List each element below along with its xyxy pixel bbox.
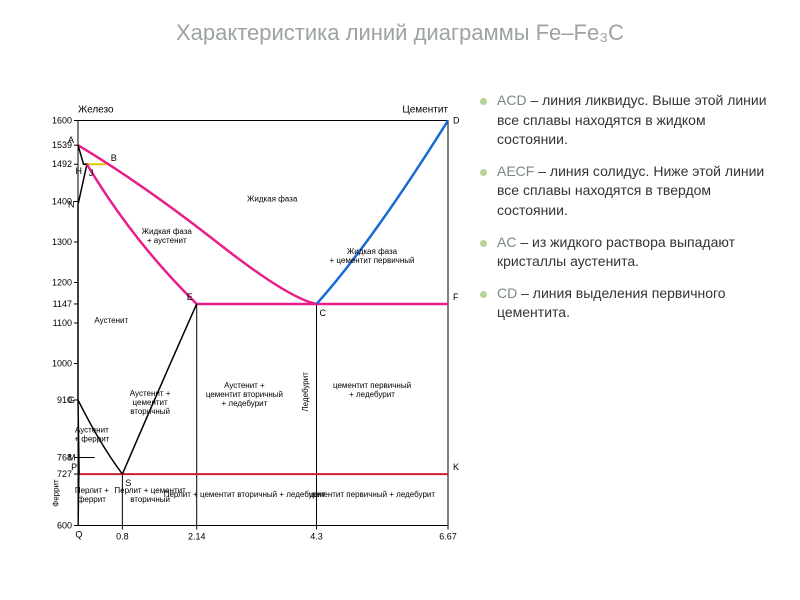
- svg-text:цементит первичный + ледебурит: цементит первичный + ледебурит: [309, 490, 435, 499]
- svg-text:D: D: [453, 116, 460, 126]
- svg-text:600: 600: [57, 521, 72, 531]
- svg-text:Феррит: Феррит: [52, 479, 61, 507]
- svg-text:Перлит +: Перлит +: [75, 486, 109, 495]
- svg-text:F: F: [453, 292, 459, 302]
- svg-text:1200: 1200: [52, 278, 72, 288]
- svg-text:феррит: феррит: [78, 495, 106, 504]
- svg-text:Жидкая фаза: Жидкая фаза: [142, 227, 193, 236]
- svg-text:P: P: [71, 462, 77, 472]
- bullet-dot-icon: [480, 169, 487, 176]
- bullet-list: ACD – линия ликвидус. Выше этой линии вс…: [480, 71, 770, 580]
- svg-text:E: E: [187, 292, 193, 302]
- bullet-key: CD: [497, 285, 517, 301]
- svg-text:Аустенит: Аустенит: [75, 425, 109, 434]
- svg-text:цементит: цементит: [133, 398, 168, 407]
- bullet-dot-icon: [480, 240, 487, 247]
- svg-text:1600: 1600: [52, 116, 72, 126]
- svg-text:+ феррит: + феррит: [74, 434, 109, 443]
- svg-text:Цементит: Цементит: [402, 105, 448, 116]
- svg-text:K: K: [453, 462, 459, 472]
- svg-text:+ аустенит: + аустенит: [147, 236, 187, 245]
- svg-text:+ ледебурит: + ледебурит: [222, 399, 268, 408]
- slide-root: Характеристика линий диаграммы Fe–Fe₃C 6…: [0, 0, 800, 600]
- svg-text:4.3: 4.3: [310, 532, 323, 542]
- svg-text:H: H: [76, 166, 83, 176]
- svg-text:Жидкая фаза: Жидкая фаза: [247, 195, 298, 204]
- svg-text:1300: 1300: [52, 237, 72, 247]
- bullet-text: CD – линия выделения первичного цементит…: [497, 284, 770, 323]
- svg-text:Ледебурит: Ледебурит: [301, 372, 310, 412]
- bullet-dot-icon: [480, 98, 487, 105]
- bullet-key: AECF: [497, 163, 534, 179]
- svg-text:+ ледебурит: + ледебурит: [349, 390, 395, 399]
- svg-text:1000: 1000: [52, 359, 72, 369]
- svg-text:0.8: 0.8: [116, 532, 129, 542]
- svg-text:N: N: [68, 200, 75, 210]
- svg-text:+ цементит первичный: + цементит первичный: [330, 256, 415, 265]
- svg-text:G: G: [68, 395, 75, 405]
- bullet-rest: – линия ликвидус. Выше этой линии все сп…: [497, 92, 767, 147]
- bullet-dot-icon: [480, 291, 487, 298]
- bullet-item: CD – линия выделения первичного цементит…: [480, 284, 770, 323]
- svg-text:M: M: [68, 452, 76, 462]
- svg-text:Q: Q: [75, 530, 82, 540]
- svg-text:цементит вторичный: цементит вторичный: [206, 390, 283, 399]
- svg-text:J: J: [89, 168, 94, 178]
- svg-text:6.67: 6.67: [439, 532, 457, 542]
- phase-diagram: 6007277689101000110011471200130014001492…: [30, 71, 460, 580]
- content-row: 6007277689101000110011471200130014001492…: [30, 71, 770, 580]
- svg-text:Жидкая фаза: Жидкая фаза: [347, 247, 398, 256]
- bullet-rest: – линия солидус. Ниже этой линии все спл…: [497, 163, 764, 218]
- svg-text:B: B: [111, 153, 117, 163]
- svg-text:C: C: [320, 308, 327, 318]
- bullet-text: AC – из жидкого раствора выпадают криста…: [497, 233, 770, 272]
- svg-text:Аустенит +: Аустенит +: [130, 389, 171, 398]
- bullet-text: ACD – линия ликвидус. Выше этой линии вс…: [497, 91, 770, 150]
- bullet-key: AC: [497, 234, 516, 250]
- svg-text:727: 727: [57, 469, 72, 479]
- diagram-svg: 6007277689101000110011471200130014001492…: [30, 71, 460, 580]
- svg-text:Железо: Железо: [78, 105, 114, 116]
- slide-title: Характеристика линий диаграммы Fe–Fe₃C: [30, 20, 770, 46]
- bullet-rest: – линия выделения первичного цементита.: [497, 285, 726, 321]
- bullet-item: ACD – линия ликвидус. Выше этой линии вс…: [480, 91, 770, 150]
- svg-text:Аустенит +: Аустенит +: [224, 381, 265, 390]
- svg-text:1492: 1492: [52, 159, 72, 169]
- svg-text:Аустенит: Аустенит: [94, 316, 128, 325]
- svg-text:цементит первичный: цементит первичный: [333, 381, 411, 390]
- svg-text:2.14: 2.14: [188, 532, 206, 542]
- svg-text:1100: 1100: [53, 318, 72, 328]
- bullet-text: AECF – линия солидус. Ниже этой линии вс…: [497, 162, 770, 221]
- bullet-rest: – из жидкого раствора выпадают кристаллы…: [497, 234, 735, 270]
- bullet-item: AC – из жидкого раствора выпадают криста…: [480, 233, 770, 272]
- svg-text:A: A: [68, 135, 74, 145]
- bullet-item: AECF – линия солидус. Ниже этой линии вс…: [480, 162, 770, 221]
- bullet-key: ACD: [497, 92, 527, 108]
- svg-text:вторичный: вторичный: [130, 407, 170, 416]
- svg-text:1147: 1147: [53, 299, 72, 309]
- svg-text:Перлит + цементит вторичный +: Перлит + цементит вторичный + ледебурит: [164, 490, 326, 499]
